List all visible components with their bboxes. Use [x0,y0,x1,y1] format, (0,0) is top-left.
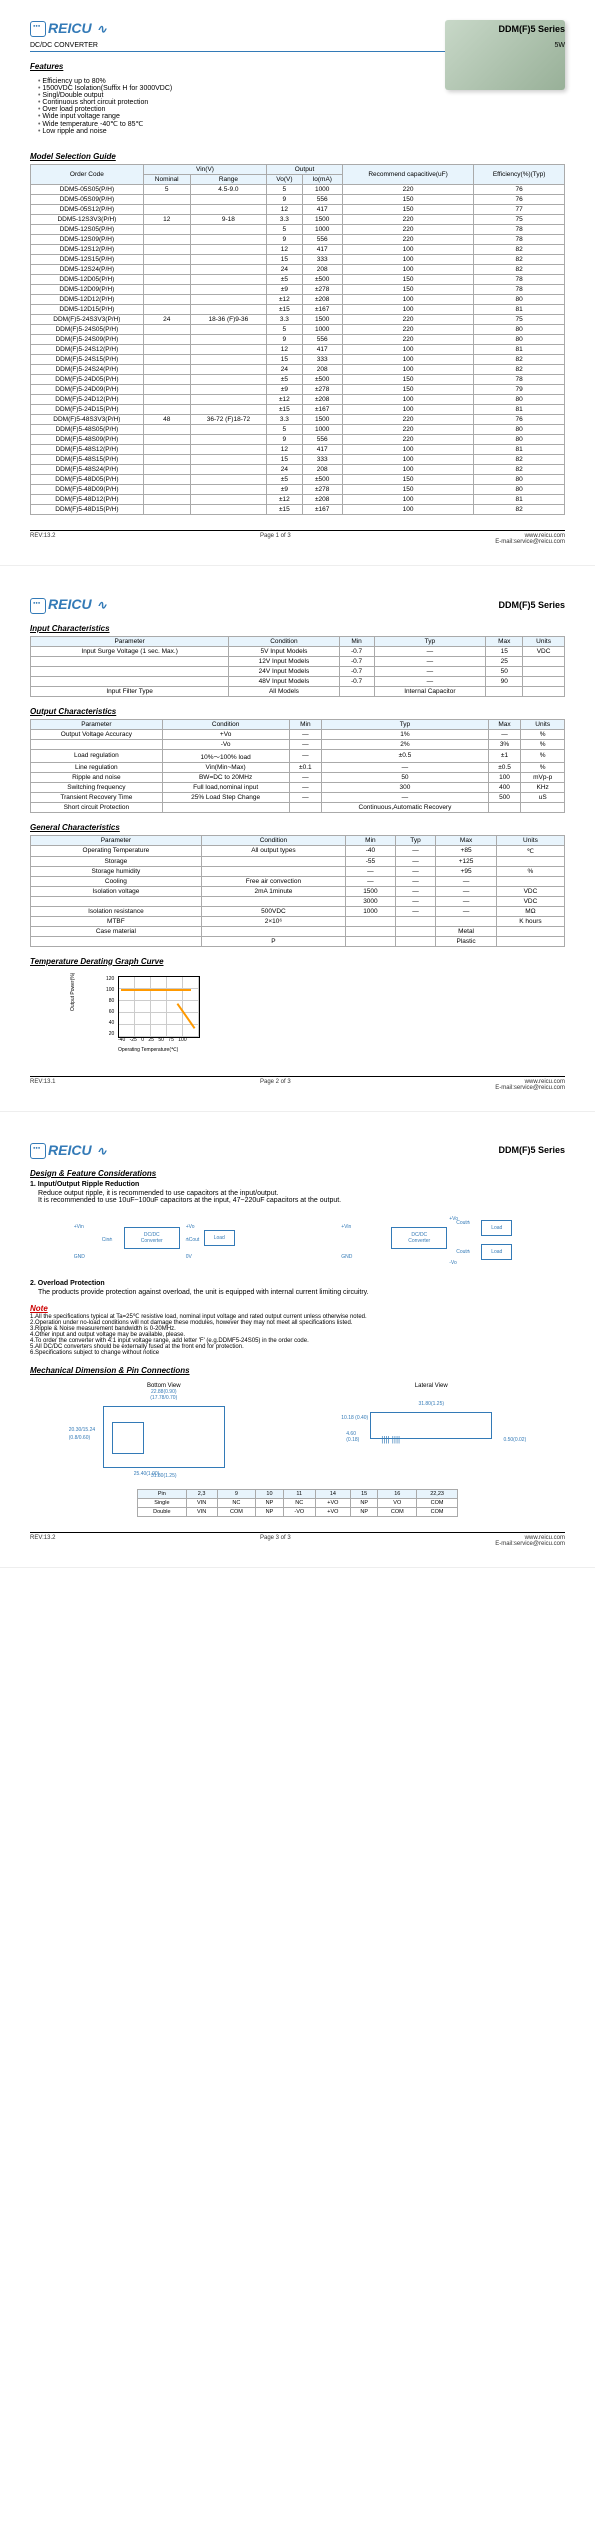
input-char-table: ParameterConditionMinTypMaxUnitsInput Su… [30,636,565,697]
page-number: Page 1 of 3 [55,533,495,545]
series-title: DDM(F)5 Series [498,24,565,34]
converter-label: DC/DC CONVERTER [30,42,98,49]
feature-item: Over load protection [38,106,565,113]
logo-icon [30,598,46,614]
feature-item: Continuous short circuit protection [38,99,565,106]
input-char-title: Input Characteristics [30,624,565,633]
feature-item: Wide input voltage range [38,113,565,120]
notes-list: 1.All the specifications typical at Ta=2… [30,1313,565,1356]
model-guide-title: Model Selection Guide [30,152,565,161]
power-label: 5W [555,42,566,49]
wave-decoration: ∿ [97,22,107,36]
company-name: REICU [48,20,92,36]
design-title: Design & Feature Considerations [30,1169,565,1178]
feature-item: Low ripple and noise [38,128,565,135]
rev-label: REV:13.2 [30,533,55,545]
output-char-title: Output Characteristics [30,707,565,716]
model-selection-table: Order Code Vin(V) Output Recommend capac… [30,164,565,515]
mech-title: Mechanical Dimension & Pin Connections [30,1366,565,1375]
feature-item: Singl/Double output [38,92,565,99]
general-char-title: General Characteristics [30,823,565,832]
pin-table: Pin2,39101114151622,23 SingleVINNCNPNC+V… [137,1489,458,1517]
general-char-table: ParameterConditionMinTypMaxUnitsOperatin… [30,835,565,947]
derating-chart: Output Power(%) 12010080604020 -40 -25 0… [90,971,210,1061]
bottom-view: Bottom View 22.88(0.90) (17.78/0.70) 20.… [74,1383,254,1479]
lateral-view: Lateral View 31.80(1.25) 10.18 (0.40) 4.… [341,1383,521,1479]
logo-icon [30,21,46,37]
note-title: Note [30,1304,565,1313]
temp-chart-title: Temperature Derating Graph Curve [30,957,565,966]
ripple-diagrams: DC/DCConverter Load +Vin GND Cin⫛ ⫛Cout … [30,1212,565,1272]
feature-item: Wide temperature -40℃ to 85℃ [38,120,565,128]
logo-icon [30,1143,46,1159]
output-char-table: ParameterConditionMinTypMaxUnitsOutput V… [30,719,565,813]
